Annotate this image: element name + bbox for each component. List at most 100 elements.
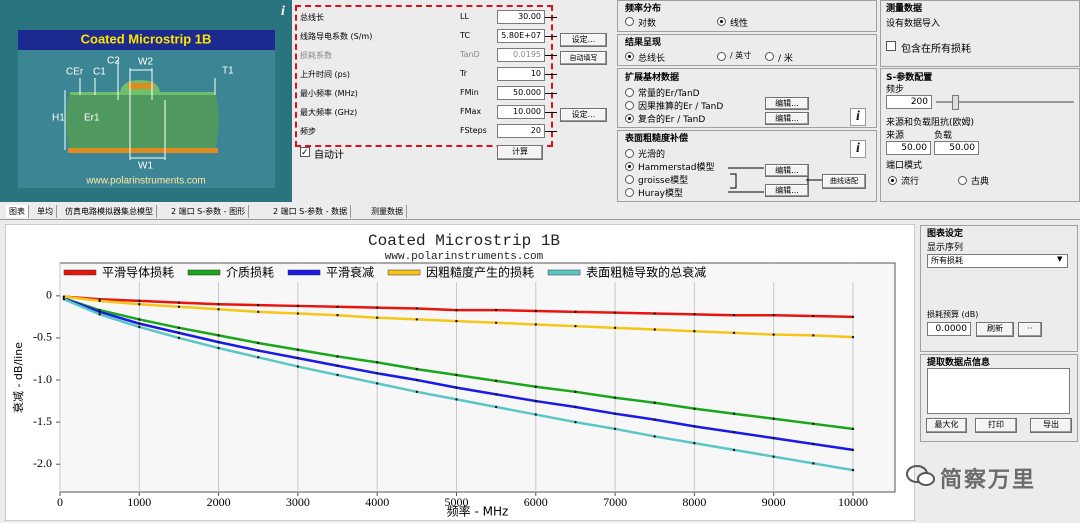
data-point [177,331,181,335]
data-point [534,309,537,313]
data-point [693,313,696,316]
param-symbol: FSteps [460,126,487,135]
edit-button[interactable]: 编辑... [765,164,809,177]
extract-box[interactable] [927,368,1070,414]
auto-calc-checkbox[interactable]: ✓ [300,147,310,158]
radio-label: Huray模型 [638,189,684,199]
radio[interactable] [625,114,634,123]
radio[interactable] [625,175,634,184]
x-tick-label: 8000 [682,495,706,509]
info-icon[interactable]: i [850,140,866,158]
info-icon[interactable]: i [850,108,866,126]
tab[interactable]: 单均 [34,205,57,218]
fit-button[interactable]: 曲线适配 [822,174,866,189]
param-input[interactable]: 10.000 [497,105,545,119]
radio[interactable] [717,52,726,61]
data-point [455,398,458,401]
radio[interactable] [765,52,774,61]
autofill-button[interactable]: 自动填写 [560,51,607,65]
param-input[interactable]: 10 [497,67,545,81]
legend: 平滑导体损耗 介质损耗 平滑衰减 因粗糙度产生的损耗 表面粗糙导致的总衰减 [61,264,894,282]
refresh-button[interactable]: 刷新 [976,322,1014,337]
data-point [257,341,260,345]
param-input[interactable]: 30.00 [497,10,545,24]
radio[interactable] [888,176,897,185]
radio[interactable] [717,17,726,26]
data-point [494,393,498,396]
radio-label: groisse模型 [638,176,689,186]
data-point [653,401,656,404]
param-label: 最大频率 (GHz) [300,108,358,117]
data-point [296,304,300,308]
data-point [732,331,736,335]
freq-dist-group [617,0,877,32]
radio[interactable] [958,176,967,185]
load-label: 负载 [934,131,953,141]
set-button[interactable]: 设定... [560,108,607,122]
calc-button[interactable]: 计算 [497,145,543,160]
data-point [177,326,181,330]
param-symbol: TC [460,31,471,40]
series-select[interactable]: 所有损耗 [927,254,1068,268]
diagram-url: www.polarinstruments.com [85,176,205,187]
edit-button[interactable]: 编辑... [765,184,809,197]
data-point [375,306,379,309]
radio[interactable] [625,188,634,197]
measured-group [880,0,1080,67]
edit-button[interactable]: 编辑... [765,97,809,110]
tab[interactable]: 测量数据 [368,205,407,218]
y-tick-label: -0.5 [33,330,52,344]
legend-swatch [547,269,581,276]
param-input[interactable]: 5.80E+07 [497,29,545,43]
data-point [257,349,260,352]
roughness-group [617,130,877,202]
step-slider[interactable] [936,101,1074,103]
radio[interactable] [625,52,634,61]
param-input[interactable]: 20 [497,124,545,138]
more-button[interactable]: ·· [1018,322,1042,337]
radio[interactable] [625,149,634,158]
info-icon[interactable]: i [276,4,290,20]
x-tick-label: 10000 [838,495,868,509]
radio[interactable] [625,101,634,110]
source-input[interactable]: 50.00 [886,141,931,155]
tab[interactable]: 2 端口 S-参数 - 图形 [168,205,250,218]
tab[interactable]: 仿真电路模拟器集总模型 [62,205,157,218]
include-checkbox[interactable] [886,41,896,51]
data-point [574,405,577,409]
radio[interactable] [625,17,634,26]
data-point [455,373,458,377]
data-point [812,314,815,318]
data-point [851,335,855,339]
slider-thumb[interactable] [952,95,959,110]
param-tick [545,131,557,132]
tab[interactable]: 图表 [6,205,29,218]
param-symbol: LL [460,12,469,21]
data-point [653,435,656,438]
set-button[interactable]: 设定... [560,33,607,47]
y-tick-label: -1.0 [33,372,52,386]
maximize-button[interactable]: 最大化 [926,418,967,433]
data-point [415,318,419,321]
data-point [98,299,101,303]
data-point [693,441,696,445]
step-input[interactable]: 200 [886,95,932,109]
edit-button[interactable]: 编辑... [765,112,809,125]
param-input[interactable]: 0.0195 [497,48,545,62]
radio[interactable] [625,88,634,97]
x-tick-label: 3000 [286,495,310,509]
print-button[interactable]: 打印 [975,418,1017,433]
param-input[interactable]: 50.000 [497,86,545,100]
data-point [613,311,617,314]
step-label: 频步 [886,85,905,95]
budget-input[interactable]: 0.0000 [927,322,971,336]
data-point [732,412,736,415]
load-input[interactable]: 50.00 [934,141,979,155]
tab[interactable]: 2 端口 S-参数 - 数据 [270,205,352,218]
legend-label: 平滑衰减 [326,265,374,280]
param-tick [545,112,557,113]
radio-label: Hammerstad模型 [638,163,715,173]
select-arrow[interactable]: ▼ [1057,255,1063,263]
export-button[interactable]: 导出 [1030,418,1072,433]
radio[interactable] [625,162,634,171]
